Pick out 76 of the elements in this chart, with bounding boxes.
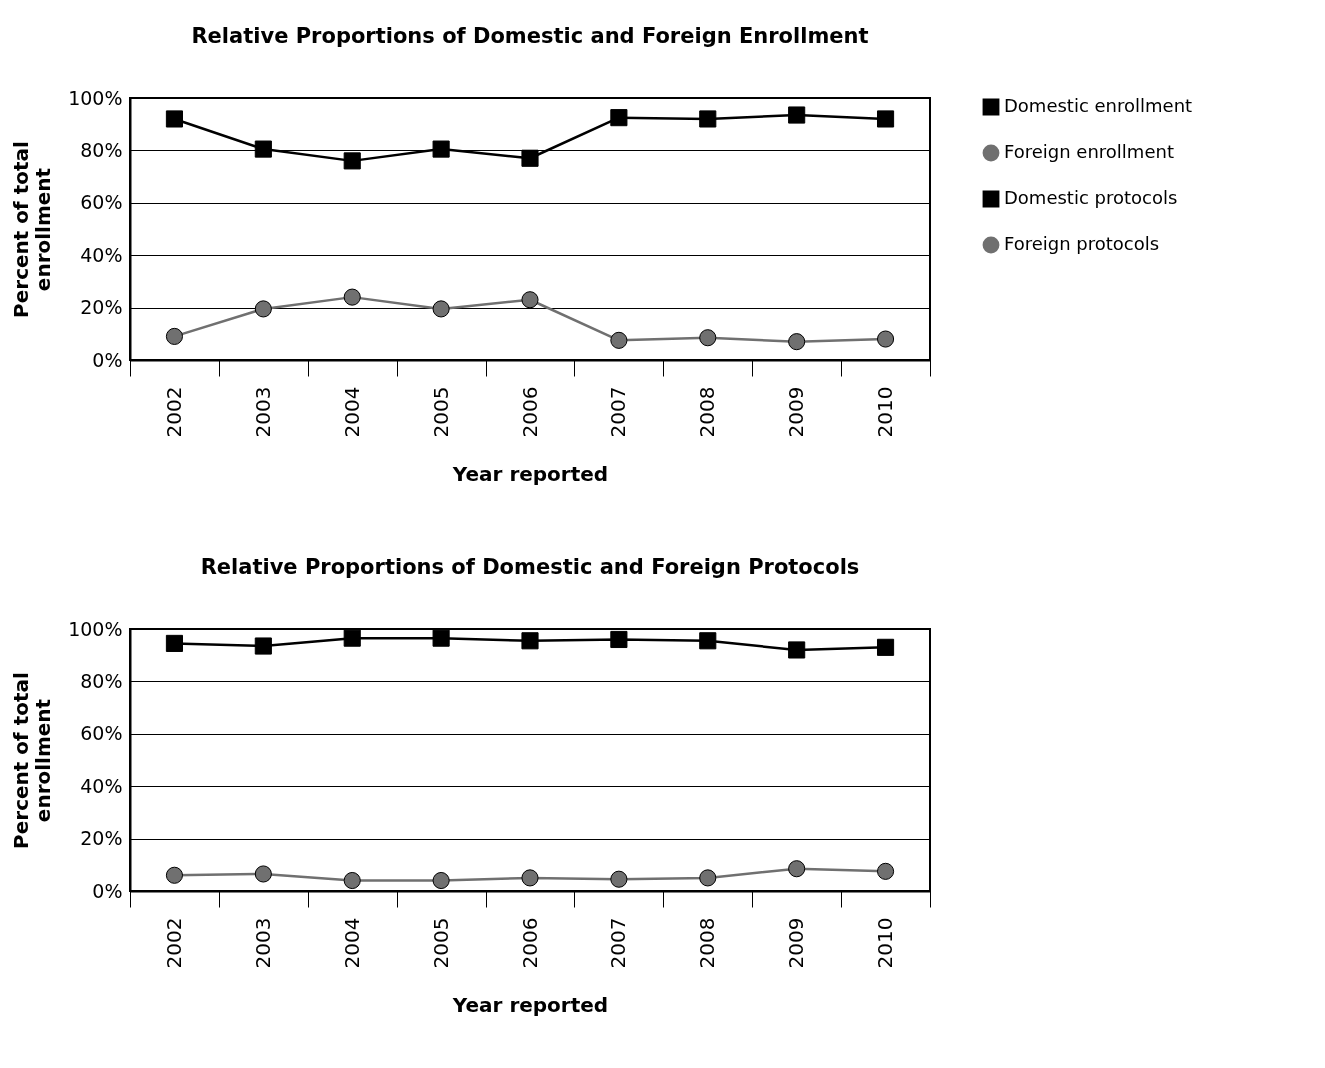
point bbox=[521, 869, 539, 887]
point bbox=[343, 871, 361, 890]
y-axis-title: Percent of total enrollment bbox=[9, 141, 56, 318]
point bbox=[788, 333, 806, 351]
point bbox=[788, 860, 806, 878]
point bbox=[343, 288, 361, 306]
point bbox=[432, 300, 450, 318]
y-tick-label: 80% bbox=[80, 669, 123, 692]
x-tick-label: 2008 bbox=[695, 917, 720, 969]
x-tick-label: 2004 bbox=[339, 386, 364, 438]
point bbox=[788, 106, 806, 124]
point bbox=[254, 140, 272, 158]
legend-label: Foreign enrollment bbox=[1004, 141, 1174, 162]
point bbox=[343, 152, 361, 170]
y-tick-label: 20% bbox=[80, 827, 123, 850]
y-tick-label: 20% bbox=[80, 296, 123, 319]
y-tick-label: 40% bbox=[80, 243, 123, 266]
point bbox=[610, 870, 628, 888]
point bbox=[610, 630, 628, 649]
x-tick-label: 2007 bbox=[606, 386, 631, 438]
chart-title: Relative Proportions of Domestic and Foreign Enrollment bbox=[191, 24, 869, 48]
y-tick-label: 0% bbox=[92, 879, 123, 902]
point bbox=[876, 110, 895, 128]
point bbox=[432, 871, 450, 890]
y-axis-title: Percent of total enrollment bbox=[9, 672, 56, 849]
point bbox=[432, 629, 450, 647]
point bbox=[788, 641, 806, 659]
y-tick-label: 0% bbox=[92, 348, 123, 371]
point bbox=[521, 632, 539, 650]
legend-label: Domestic enrollment bbox=[1004, 95, 1193, 116]
point bbox=[876, 862, 895, 880]
text: Foreign protocols bbox=[1004, 233, 1160, 254]
point bbox=[254, 865, 272, 883]
point bbox=[876, 330, 895, 348]
point bbox=[610, 331, 628, 349]
point bbox=[343, 629, 361, 647]
y-tick-label: 80% bbox=[80, 138, 123, 161]
y-tick-label: 60% bbox=[80, 722, 123, 745]
x-tick-label: 2006 bbox=[517, 917, 542, 969]
point bbox=[521, 149, 539, 167]
point bbox=[699, 869, 717, 887]
x-tick-label: 2006 bbox=[517, 386, 542, 438]
x-tick-label: 2010 bbox=[873, 386, 898, 438]
point bbox=[165, 327, 184, 345]
x-tick-label: 2009 bbox=[784, 386, 809, 438]
point bbox=[254, 300, 272, 318]
point bbox=[254, 637, 272, 655]
point bbox=[610, 109, 628, 127]
point bbox=[699, 329, 717, 347]
y-tick-label: 100% bbox=[68, 86, 123, 109]
x-axis-title: Year reported bbox=[451, 993, 609, 1018]
x-tick-label: 2007 bbox=[606, 917, 631, 969]
x-tick-label: 2003 bbox=[250, 386, 275, 438]
x-tick-label: 2003 bbox=[250, 917, 275, 969]
x-tick-label: 2002 bbox=[161, 917, 186, 969]
point bbox=[699, 632, 717, 650]
x-tick-label: 2009 bbox=[784, 917, 809, 969]
x-tick-label: 2010 bbox=[873, 917, 898, 969]
text: Domestic protocols bbox=[1004, 187, 1178, 208]
point bbox=[165, 866, 184, 884]
x-tick-label: 2005 bbox=[428, 386, 453, 438]
x-tick-label: 2002 bbox=[161, 386, 186, 438]
point bbox=[165, 110, 184, 128]
point bbox=[521, 291, 539, 309]
point bbox=[432, 140, 450, 158]
point bbox=[165, 634, 184, 652]
x-axis-title: Year reported bbox=[451, 462, 609, 487]
chart-title: Relative Proportions of Domestic and Foreign Protocols bbox=[200, 555, 860, 579]
point bbox=[876, 638, 895, 656]
y-tick-label: 60% bbox=[80, 191, 123, 214]
x-tick-label: 2005 bbox=[428, 917, 453, 969]
y-tick-label: 100% bbox=[68, 617, 123, 640]
point bbox=[699, 110, 717, 128]
x-tick-label: 2004 bbox=[339, 917, 364, 969]
y-tick-label: 40% bbox=[80, 774, 123, 797]
x-tick-label: 2008 bbox=[695, 386, 720, 438]
